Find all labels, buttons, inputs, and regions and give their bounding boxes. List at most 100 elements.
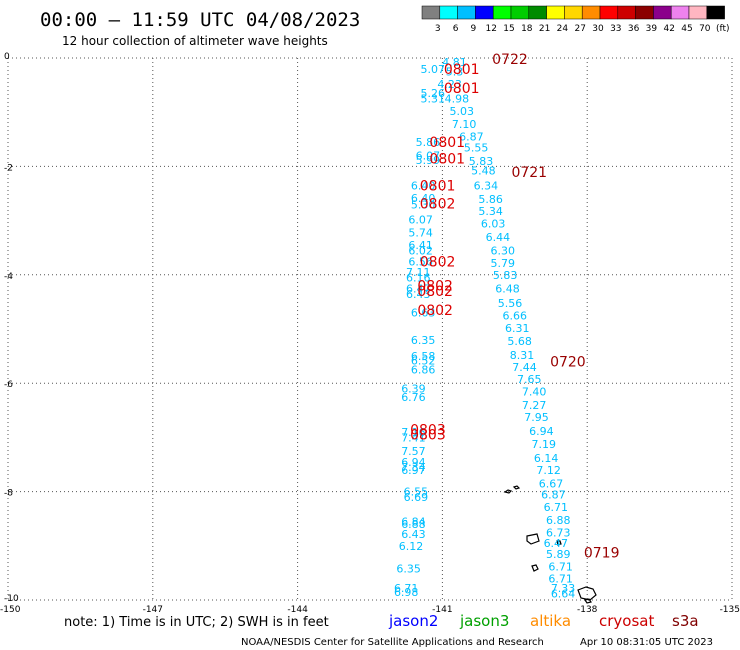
legend-swatch <box>670 5 690 20</box>
legend-swatch <box>439 5 458 20</box>
pass-time-label: 0720 <box>550 355 586 371</box>
swh-value-label: 5.55 <box>464 141 489 154</box>
color-legend: 3 6 9 12 15 18 21 24 27 30 33 36 39 42 45 70 <box>421 5 725 34</box>
swh-value-label: 6.66 <box>503 309 528 322</box>
swh-value-label: 6.94 <box>401 456 426 469</box>
swh-value-label: 5.03 <box>449 105 474 118</box>
island-outline <box>526 533 540 545</box>
swh-value-label: 7.33 <box>551 582 576 595</box>
pass-time-label: 0721 <box>511 165 547 181</box>
x-tick-label: -135 <box>720 605 740 615</box>
legend-swatch <box>546 5 565 20</box>
swh-value-label: 6.02 <box>408 244 433 257</box>
satellite-label-jason2: jason2 <box>388 612 438 630</box>
swh-value-label: 7.40 <box>522 385 547 398</box>
swh-value-label: 5.34 <box>478 205 503 218</box>
swh-value-label: 5.31 <box>420 93 445 106</box>
legend-swatch <box>457 5 476 20</box>
legend-swatch <box>635 5 654 20</box>
satellite-label-s3a: s3a <box>672 612 699 630</box>
swh-value-label: 6.43 <box>401 528 426 541</box>
satellite-label-altika: altika <box>530 612 571 630</box>
swh-value-label: 7.44 <box>512 361 537 374</box>
legend-label: 24 <box>557 24 569 34</box>
swh-value-label: 5.07 <box>420 63 445 76</box>
legend-swatch <box>617 5 636 20</box>
legend-swatch <box>688 5 708 20</box>
swh-value-label: 6.47 <box>406 282 431 295</box>
swh-value-label: 5.30 <box>411 198 436 211</box>
swh-value-label: 7.16 <box>401 426 426 439</box>
swh-value-label: 6.56 <box>408 255 433 268</box>
island-outline <box>556 540 562 546</box>
swh-value-label: 6.52 <box>411 354 436 367</box>
swh-value-label: 6.41 <box>408 239 433 252</box>
island-outline <box>584 598 592 604</box>
x-tick-label: -144 <box>287 605 308 615</box>
legend-label: 30 <box>592 24 604 34</box>
satellite-legend: jason2 jason3 altika cryosat s3a <box>388 612 699 630</box>
swh-value-label: 6.40 <box>411 192 436 205</box>
chart-subtitle: 12 hour collection of altimeter wave hei… <box>62 34 328 48</box>
pass-time-label: 0801 <box>429 151 465 167</box>
swh-value-label: 6.35 <box>396 563 421 576</box>
legend-swatch <box>599 5 619 20</box>
pass-time-label: 0801 <box>444 62 480 78</box>
swh-value-label: 6.47 <box>544 537 569 550</box>
legend-swatch <box>421 5 441 20</box>
axis-ticks: -150 -147 -144 -141 -138 -135 0 -2 -4 -6 -8 -10 <box>0 52 740 615</box>
legend-unit: (ft) <box>716 24 730 34</box>
swh-value-label: 7.65 <box>517 373 542 386</box>
swh-value-label: 5.86 <box>478 193 503 206</box>
swh-value-label: 6.03 <box>481 217 506 230</box>
swh-value-label: 6.43 <box>406 288 431 301</box>
swh-value-label: 6.73 <box>546 526 571 539</box>
swh-value-label: 5.56 <box>498 297 523 310</box>
legend-label: 6 <box>453 24 459 34</box>
legend-label: 42 <box>663 24 674 34</box>
x-tick-label: -138 <box>577 605 598 615</box>
pass-time-labels: 0722080108010801080107210801080208020802… <box>410 52 619 561</box>
swh-value-label: 6.87 <box>459 131 484 144</box>
swh-value-label: 6.14 <box>534 452 559 465</box>
legend-label: 39 <box>646 24 658 34</box>
footer-note: note: 1) Time is in UTC; 2) SWH is in fe… <box>64 615 329 630</box>
swh-value-label: 5.68 <box>507 335 532 348</box>
swh-value-label: 5.99 <box>416 154 441 167</box>
swh-value-label: 6.34 <box>474 179 499 192</box>
y-tick-label: -8 <box>4 489 13 499</box>
legend-label: 36 <box>628 24 640 34</box>
legend-swatch <box>475 5 494 20</box>
swh-value-label: 6.98 <box>394 586 419 599</box>
swh-value-label: 6.31 <box>505 322 530 335</box>
plot-grid <box>7 57 733 601</box>
swh-value-label: 7.41 <box>401 431 426 444</box>
x-tick-label: -150 <box>0 605 21 615</box>
satellite-label-jason3: jason3 <box>459 612 509 630</box>
legend-label: 3 <box>435 24 441 34</box>
swh-value-label: 5.86 <box>416 136 441 149</box>
y-tick-label: -2 <box>4 163 13 173</box>
legend-label: 12 <box>485 24 496 34</box>
pass-time-label: 0801 <box>429 135 465 151</box>
swh-value-label: 6.63 <box>411 307 436 320</box>
y-tick-label: -10 <box>4 594 19 604</box>
legend-label: 45 <box>681 24 692 34</box>
pass-time-label: 0801 <box>420 178 456 194</box>
swh-value-label: 6.87 <box>541 488 566 501</box>
swh-value-label: 5.89 <box>546 548 571 561</box>
swh-value-label: 6.71 <box>548 560 573 573</box>
swh-value-label: 6.07 <box>416 150 441 163</box>
legend-swatch <box>581 5 601 20</box>
swh-value-label: 6.71 <box>548 572 573 585</box>
pass-time-label: 0802 <box>417 279 453 295</box>
swh-value-label: 7.27 <box>522 399 547 412</box>
swh-value-label: 7.12 <box>536 464 561 477</box>
swh-value-label: 6.30 <box>490 244 515 257</box>
swh-value-label: 4.98 <box>445 93 470 106</box>
swh-value-label: 6.16 <box>406 272 431 285</box>
swh-value-label: 6.07 <box>408 214 433 227</box>
satellite-label-cryosat: cryosat <box>599 612 654 630</box>
swh-value-label: 7.57 <box>401 445 426 458</box>
